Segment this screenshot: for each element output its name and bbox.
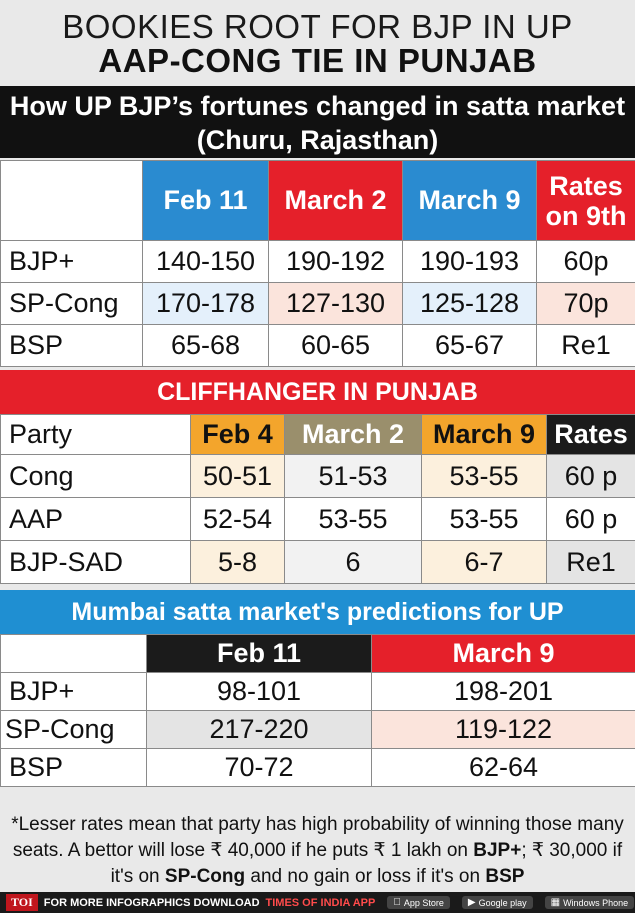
col-header: March 9 xyxy=(421,414,547,455)
table-row: BSP 70-72 62-64 xyxy=(0,748,635,787)
punjab-table: Party Feb 4 March 2 March 9 Rates Cong 5… xyxy=(0,414,635,584)
up-churu-table: Feb 11 March 2 March 9 Rates on 9th BJP+… xyxy=(0,160,635,367)
footer-bar: TOI FOR MORE INFOGRAPHICS DOWNLOAD TIMES… xyxy=(0,892,635,913)
party-label: BJP+ xyxy=(0,240,143,283)
app-store-badge[interactable]: App Store xyxy=(387,896,450,909)
headline-line2: AAP-CONG TIE IN PUNJAB xyxy=(98,42,537,79)
table-cell: 51-53 xyxy=(284,454,422,498)
table-cell: 119-122 xyxy=(371,710,635,749)
table-cell: 60 p xyxy=(546,497,635,541)
footnote-text: and no gain or loss if it's on xyxy=(245,866,486,887)
table-cell: 70-72 xyxy=(146,748,372,787)
table-cell: 65-68 xyxy=(142,324,269,367)
table-cell: 217-220 xyxy=(146,710,372,749)
party-label: AAP xyxy=(0,497,191,541)
footnote: *Lesser rates mean that party has high p… xyxy=(0,800,635,890)
table-row: AAP 52-54 53-55 53-55 60 p xyxy=(0,497,635,541)
table-cell: 50-51 xyxy=(190,454,285,498)
table-cell: 190-193 xyxy=(402,240,537,283)
col-header: Feb 11 xyxy=(142,160,269,241)
party-label: Cong xyxy=(0,454,191,498)
col-header: Feb 4 xyxy=(190,414,285,455)
footer-app-name: TIMES OF INDIA APP xyxy=(265,896,376,909)
up-section-subtitle: (Churu, Rajasthan) xyxy=(196,125,439,155)
col-header: Rates on 9th xyxy=(536,160,635,241)
table-cell: 60p xyxy=(536,240,635,283)
table-corner xyxy=(0,634,147,673)
footnote-bsp: BSP xyxy=(485,866,525,887)
table-row: BSP 65-68 60-65 65-67 Re1 xyxy=(0,324,635,367)
table-row: Cong 50-51 51-53 53-55 60 p xyxy=(0,454,635,498)
table-cell: Re1 xyxy=(546,540,635,584)
footnote-text: ; ₹ 30,000 if it's on xyxy=(110,840,623,887)
apple-icon:  xyxy=(393,897,401,908)
party-label: SP-Cong xyxy=(0,710,147,749)
store-label: App Store xyxy=(396,897,444,908)
footer-text: FOR MORE INFOGRAPHICS DOWNLOAD xyxy=(43,896,260,909)
col-header: March 9 xyxy=(402,160,537,241)
table-cell: 53-55 xyxy=(421,497,547,541)
table-cell: 140-150 xyxy=(142,240,269,283)
table-cell: 198-201 xyxy=(371,672,635,711)
party-label: SP-Cong xyxy=(0,282,143,325)
headline-line1: BOOKIES ROOT FOR BJP IN UP xyxy=(62,8,573,45)
punjab-section-title: CLIFFHANGER IN PUNJAB xyxy=(0,370,635,414)
table-row: SP-Cong 217-220 119-122 xyxy=(0,710,635,749)
table-cell: 6 xyxy=(284,540,422,584)
table-cell: 190-192 xyxy=(268,240,403,283)
play-icon: ▶ xyxy=(460,897,476,908)
table-cell: 6-7 xyxy=(421,540,547,584)
party-label: BSP xyxy=(0,324,143,367)
google-play-badge[interactable]: ▶ Google play xyxy=(460,896,533,909)
table-cell: 65-67 xyxy=(402,324,537,367)
up-section-title: How UP BJP’s fortunes changed in satta m… xyxy=(9,91,626,121)
table-cell: 62-64 xyxy=(371,748,635,787)
col-header: Rates xyxy=(546,414,635,455)
party-col-header: Party xyxy=(0,414,191,455)
windows-icon: ▦ xyxy=(543,897,560,908)
table-cell: 60-65 xyxy=(268,324,403,367)
toi-logo: TOI xyxy=(6,894,38,911)
table-cell: 60 p xyxy=(546,454,635,498)
footnote-spcong: SP-Cong xyxy=(164,866,246,887)
table-cell: 5-8 xyxy=(190,540,285,584)
footnote-text: *Lesser rates mean that party has high p… xyxy=(11,814,624,861)
col-header: March 2 xyxy=(284,414,422,455)
up-section-banner: How UP BJP’s fortunes changed in satta m… xyxy=(0,86,635,158)
col-header: Feb 11 xyxy=(146,634,372,673)
windows-phone-badge[interactable]: ▦ Windows Phone xyxy=(543,896,635,909)
party-label: BJP-SAD xyxy=(0,540,191,584)
store-label: Google play xyxy=(471,897,527,908)
table-cell: 53-55 xyxy=(421,454,547,498)
col-header: March 9 xyxy=(371,634,635,673)
mumbai-section-title: Mumbai satta market's predictions for UP xyxy=(0,590,635,634)
footnote-bjp: BJP+ xyxy=(473,840,522,861)
table-cell: 125-128 xyxy=(402,282,537,325)
table-row: BJP+ 140-150 190-192 190-193 60p xyxy=(0,240,635,283)
table-cell: 70p xyxy=(536,282,635,325)
table-row: BJP+ 98-101 198-201 xyxy=(0,672,635,711)
mumbai-table: Feb 11 March 9 BJP+ 98-101 198-201 SP-Co… xyxy=(0,634,635,787)
table-row: SP-Cong 170-178 127-130 125-128 70p xyxy=(0,282,635,325)
party-label: BSP xyxy=(0,748,147,787)
party-label: BJP+ xyxy=(0,672,147,711)
col-header: March 2 xyxy=(268,160,403,241)
table-row: BJP-SAD 5-8 6 6-7 Re1 xyxy=(0,540,635,584)
table-cell: 170-178 xyxy=(142,282,269,325)
table-corner xyxy=(0,160,143,241)
table-cell: 127-130 xyxy=(268,282,403,325)
table-cell: 52-54 xyxy=(190,497,285,541)
table-cell: 98-101 xyxy=(146,672,372,711)
table-cell: 53-55 xyxy=(284,497,422,541)
table-cell: Re1 xyxy=(536,324,635,367)
store-label: Windows Phone xyxy=(555,897,628,908)
